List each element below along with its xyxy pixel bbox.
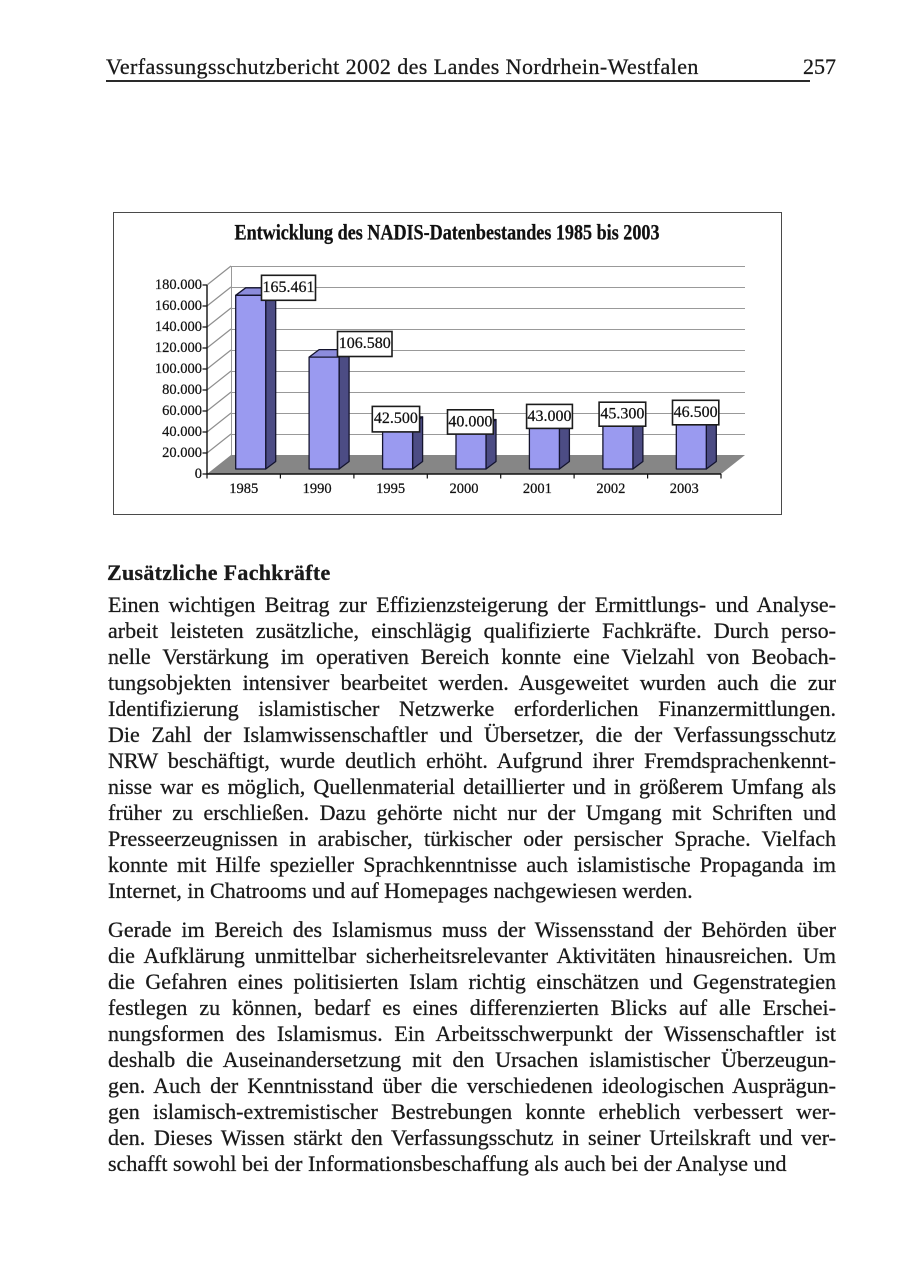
svg-text:1985: 1985 [229, 481, 258, 497]
svg-text:140.000: 140.000 [155, 319, 202, 335]
svg-text:45.300: 45.300 [600, 406, 644, 423]
svg-text:46.500: 46.500 [674, 404, 718, 421]
svg-text:120.000: 120.000 [155, 340, 202, 356]
svg-text:180.000: 180.000 [155, 277, 202, 293]
svg-text:80.000: 80.000 [162, 382, 202, 398]
svg-text:40.000: 40.000 [162, 424, 202, 440]
svg-text:20.000: 20.000 [162, 445, 202, 461]
svg-text:165.461: 165.461 [263, 279, 315, 296]
svg-text:2003: 2003 [670, 481, 699, 497]
svg-text:1995: 1995 [376, 481, 405, 497]
svg-text:1990: 1990 [303, 481, 332, 497]
svg-text:42.500: 42.500 [374, 410, 418, 427]
svg-text:Entwicklung des NADIS-Datenbes: Entwicklung des NADIS-Datenbestandes 198… [235, 220, 660, 245]
svg-text:60.000: 60.000 [162, 403, 202, 419]
svg-text:0: 0 [195, 466, 202, 482]
svg-text:40.000: 40.000 [448, 413, 492, 430]
svg-text:2001: 2001 [523, 481, 552, 497]
svg-text:2000: 2000 [450, 481, 479, 497]
svg-text:160.000: 160.000 [155, 298, 202, 314]
svg-text:43.000: 43.000 [528, 408, 572, 425]
svg-text:100.000: 100.000 [155, 361, 202, 377]
svg-text:2002: 2002 [596, 481, 625, 497]
svg-text:106.580: 106.580 [339, 335, 391, 352]
